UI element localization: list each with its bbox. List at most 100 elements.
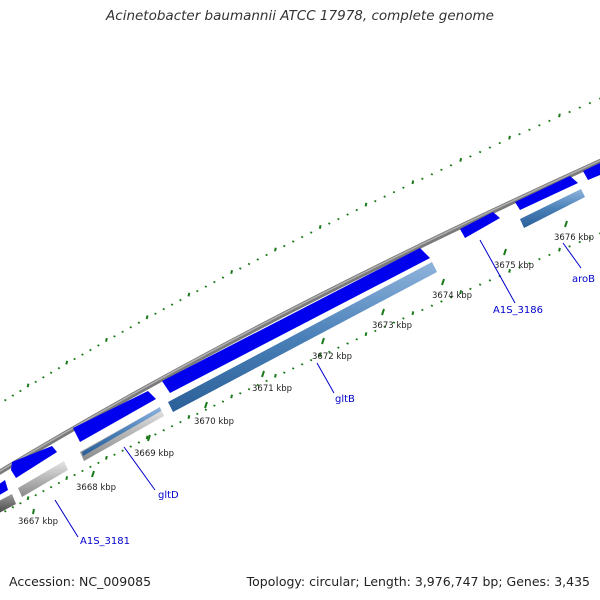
gene-label-gltb[interactable]: gltB: [335, 394, 355, 405]
ring-dot: [170, 424, 174, 428]
ring-dot: [97, 344, 100, 347]
ring-dot: [300, 363, 304, 366]
ring-dot: [221, 400, 225, 403]
label-leader: [54, 499, 79, 538]
gene-labels[interactable]: A1S_3181 gltD gltB A1S_3186 aroB: [54, 239, 595, 547]
tick-mark: [564, 220, 568, 228]
ring-dot: [230, 270, 233, 274]
forward-genes[interactable]: [0, 163, 600, 496]
gene-arrow[interactable]: [73, 391, 156, 442]
ring-dot: [137, 321, 141, 324]
ring-dot: [282, 244, 286, 248]
ring-dot: [239, 267, 242, 270]
ring-dot: [113, 453, 116, 456]
ring-dot: [26, 383, 30, 388]
tick-mark: [503, 248, 507, 256]
ring-dot: [459, 290, 463, 295]
ring-dot: [230, 394, 233, 399]
ring-dot: [568, 110, 571, 114]
ring-dot: [282, 371, 286, 374]
ring-dot: [449, 296, 453, 299]
ring-dot: [73, 473, 76, 477]
tick-label: 3672 kbp: [312, 352, 352, 362]
accession-label: Accession: NC_009085: [9, 574, 152, 589]
ring-dot: [19, 501, 22, 505]
ring-dot: [129, 326, 133, 329]
ring-dot: [300, 235, 304, 239]
ring-dot: [469, 155, 472, 158]
tick-mark: [381, 308, 385, 316]
reverse-genes[interactable]: [0, 189, 585, 513]
ring-dot: [291, 240, 295, 243]
gene-arrow[interactable]: [460, 212, 500, 238]
ring-dot: [137, 441, 141, 444]
tick-label: 3674 kbp: [432, 291, 472, 301]
gene-arrow[interactable]: [0, 480, 8, 496]
ring-dot: [421, 308, 424, 312]
gene-bar[interactable]: [0, 494, 16, 513]
ring-dot: [265, 253, 268, 257]
tick-mark: [32, 508, 35, 515]
ring-dot: [337, 217, 340, 221]
ring-dot: [247, 387, 251, 391]
ring-dot: [154, 312, 157, 315]
ring-dot: [81, 353, 84, 356]
ring-dot: [121, 330, 124, 334]
ring-dot: [411, 180, 415, 185]
gene-arrow[interactable]: [515, 176, 578, 210]
ring-dot: [97, 461, 100, 465]
ring-dot: [42, 376, 45, 379]
gene-arrow[interactable]: [162, 248, 430, 393]
ring-dot: [478, 150, 482, 154]
ring-dot: [337, 346, 340, 349]
ring-dot: [430, 304, 434, 307]
ring-dot: [488, 279, 492, 282]
ring-dot: [121, 449, 124, 452]
ring-dot: [113, 335, 116, 338]
gene-arrow[interactable]: [11, 446, 57, 478]
ring-dot: [187, 292, 191, 297]
ring-dot: [19, 389, 22, 393]
ring-dot: [374, 199, 377, 203]
ring-dot: [221, 276, 225, 279]
ring-dot: [346, 342, 349, 345]
genome-summary: Topology: circular; Length: 3,976,747 bp…: [246, 574, 590, 589]
ring-dot: [274, 373, 277, 378]
ring-dot: [170, 303, 174, 306]
ring-dot: [256, 383, 260, 387]
ring-dot: [355, 338, 359, 341]
ring-dot: [478, 283, 482, 286]
gene-bar[interactable]: [82, 407, 161, 456]
gene-bar[interactable]: [168, 262, 437, 412]
tick-label: 3669 kbp: [134, 449, 174, 459]
gene-bar[interactable]: [18, 461, 68, 497]
ring-dot: [4, 510, 7, 513]
ring-dot: [411, 311, 415, 316]
ring-dot: [179, 420, 182, 424]
gene-label-a1s-3186[interactable]: A1S_3186: [493, 305, 543, 316]
label-leader: [123, 446, 156, 491]
ring-dot: [588, 101, 592, 105]
ring-dot: [488, 146, 492, 149]
tick-label: 3673 kbp: [372, 321, 412, 331]
ring-dot: [528, 262, 531, 265]
ring-dot: [145, 315, 149, 320]
ring-dot: [364, 332, 368, 337]
tick-mark: [321, 337, 325, 345]
genome-backbone: [0, 158, 600, 475]
map-title: Acinetobacter baumannii ATCC 17978, comp…: [106, 8, 494, 24]
ring-dot: [57, 481, 61, 485]
tick-mark: [261, 370, 265, 378]
gene-label-arob[interactable]: aroB: [572, 274, 595, 285]
gene-bar[interactable]: [520, 189, 585, 228]
tick-mark: [147, 434, 151, 442]
ring-dot: [73, 357, 76, 361]
tick-label: 3667 kbp: [18, 517, 58, 527]
gene-label-gltd[interactable]: gltD: [158, 490, 179, 501]
outer-dots: [4, 97, 600, 402]
ring-dot: [568, 245, 571, 248]
gene-arrow[interactable]: [583, 163, 600, 180]
gene-label-a1s-3181[interactable]: A1S_3181: [80, 536, 130, 547]
ring-dot: [89, 465, 92, 469]
